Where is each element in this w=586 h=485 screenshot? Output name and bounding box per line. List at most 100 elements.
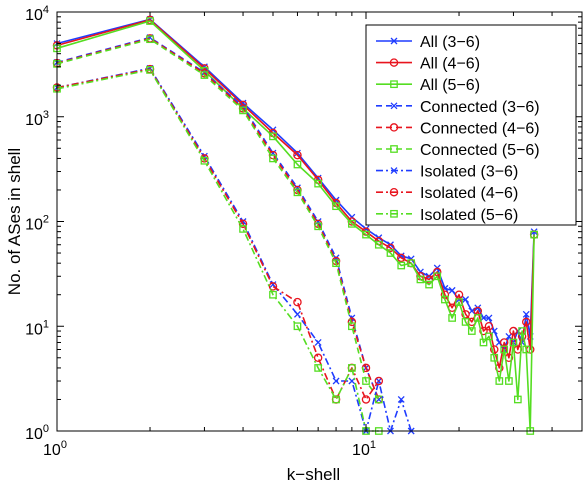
data-point bbox=[348, 364, 356, 372]
data-point bbox=[489, 345, 499, 354]
data-point bbox=[468, 307, 476, 315]
series-5 bbox=[52, 34, 384, 404]
data-point bbox=[433, 272, 442, 281]
data-point bbox=[374, 376, 384, 386]
data-point bbox=[269, 154, 277, 163]
y-tick-label: 104 bbox=[25, 4, 49, 24]
legend: All (3−6) All (4−6) All (5−6) Connected (3−… bbox=[365, 24, 577, 226]
data-point bbox=[347, 317, 357, 327]
data-point bbox=[293, 149, 301, 157]
y-tick-label: 102 bbox=[25, 214, 49, 234]
data-point bbox=[505, 377, 513, 385]
data-point bbox=[362, 377, 370, 385]
data-point bbox=[332, 259, 340, 268]
series-line bbox=[56, 36, 380, 400]
data-point bbox=[473, 314, 482, 322]
series-line bbox=[56, 68, 380, 401]
data-point bbox=[386, 249, 395, 257]
data-point bbox=[513, 395, 522, 404]
data-point bbox=[293, 188, 302, 197]
y-tick-label: 103 bbox=[25, 109, 49, 129]
legend-label: All (5−6) bbox=[420, 77, 480, 94]
data-point bbox=[461, 310, 470, 319]
series-line bbox=[56, 69, 379, 432]
data-point bbox=[397, 252, 405, 260]
data-point bbox=[386, 243, 395, 253]
legend-label: Isolated (3−6) bbox=[420, 164, 518, 181]
data-point bbox=[239, 106, 247, 115]
series-line bbox=[56, 37, 380, 400]
plot-marks bbox=[52, 15, 539, 435]
data-point bbox=[479, 338, 488, 347]
series-8 bbox=[52, 64, 384, 404]
series-line bbox=[56, 38, 380, 400]
legend-item: Connected (4−6) bbox=[376, 120, 540, 137]
data-point bbox=[146, 35, 154, 44]
legend-label: All (3−6) bbox=[420, 34, 480, 51]
data-point bbox=[407, 259, 416, 268]
legend-item: All (3−6) bbox=[376, 34, 480, 51]
data-point bbox=[479, 326, 488, 336]
data-point bbox=[485, 332, 493, 341]
series-7 bbox=[53, 64, 415, 435]
data-point bbox=[293, 297, 302, 307]
data-point bbox=[269, 290, 277, 299]
series-4 bbox=[53, 34, 383, 403]
data-point bbox=[396, 253, 406, 263]
legend-marker bbox=[389, 123, 399, 132]
legend-item: Connected (5−6) bbox=[376, 142, 540, 159]
data-point bbox=[200, 71, 209, 79]
series-3 bbox=[53, 17, 538, 435]
data-point bbox=[332, 196, 340, 204]
legend-label: Connected (4−6) bbox=[420, 120, 540, 137]
data-point bbox=[332, 395, 340, 404]
data-point bbox=[268, 282, 278, 291]
data-point bbox=[522, 345, 531, 354]
data-point bbox=[495, 377, 504, 385]
data-point bbox=[407, 255, 415, 263]
data-point bbox=[441, 295, 449, 304]
series-6 bbox=[53, 35, 383, 404]
data-point bbox=[424, 275, 434, 284]
legend-item: Isolated (5−6) bbox=[376, 207, 518, 224]
data-point bbox=[348, 219, 356, 228]
legend-marker bbox=[390, 145, 398, 153]
y-tick-label: 101 bbox=[25, 318, 49, 338]
data-point bbox=[530, 230, 538, 239]
data-point bbox=[314, 179, 322, 188]
data-point bbox=[332, 202, 340, 211]
data-point bbox=[467, 327, 476, 335]
data-point bbox=[146, 66, 154, 74]
data-point bbox=[313, 353, 323, 363]
data-point bbox=[374, 240, 383, 249]
data-point bbox=[362, 230, 370, 239]
data-point bbox=[314, 364, 322, 372]
legend-label: Connected (5−6) bbox=[420, 142, 540, 159]
data-point bbox=[509, 326, 518, 336]
data-point bbox=[461, 318, 470, 326]
legend-label: Connected (3−6) bbox=[420, 99, 540, 116]
x-tick-label: 101 bbox=[352, 439, 376, 459]
data-point bbox=[425, 280, 433, 289]
data-point bbox=[200, 156, 209, 165]
data-point bbox=[484, 321, 494, 331]
legend-label: Isolated (4−6) bbox=[420, 185, 518, 202]
data-point bbox=[455, 298, 463, 306]
legend-item: All (4−6) bbox=[376, 56, 480, 73]
data-point bbox=[331, 395, 341, 404]
data-point bbox=[314, 222, 322, 231]
data-point bbox=[397, 261, 406, 270]
data-point bbox=[518, 327, 526, 335]
legend-marker bbox=[390, 167, 398, 175]
data-point bbox=[485, 314, 493, 322]
data-point bbox=[293, 160, 302, 169]
legend-label: Isolated (5−6) bbox=[420, 207, 518, 224]
legend-marker bbox=[390, 102, 398, 110]
data-point bbox=[293, 322, 302, 331]
data-point bbox=[416, 275, 425, 284]
data-point bbox=[490, 353, 499, 362]
data-point bbox=[332, 377, 340, 385]
data-point bbox=[146, 17, 154, 25]
